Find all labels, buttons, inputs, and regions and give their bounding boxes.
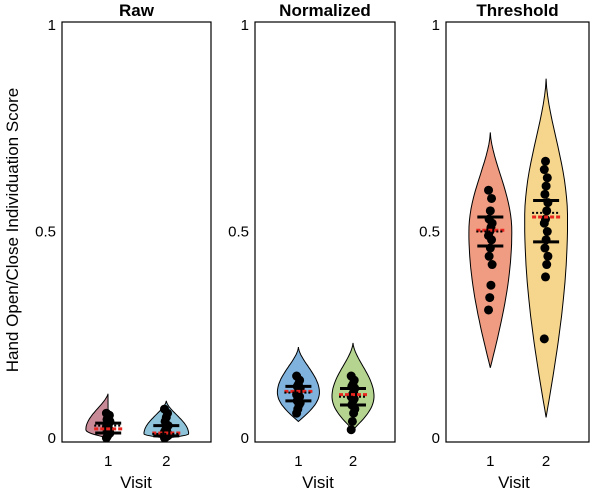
data-point (540, 243, 550, 253)
violin-group-1 (468, 132, 513, 368)
panel-threshold: Threshold 0 0.5 1 1 2 (419, 1, 590, 470)
data-point (543, 251, 553, 261)
y-tick-label: 0.5 (419, 224, 440, 241)
data-point (486, 280, 496, 290)
data-point (541, 181, 551, 191)
y-tick-label: 0 (48, 430, 56, 447)
data-point (484, 305, 494, 315)
x-axis-label-threshold: Visit (498, 473, 530, 492)
panel-normalized: Normalized 0 0.5 1 1 2 (228, 1, 396, 470)
data-point (101, 408, 111, 418)
x-tick-label: 2 (542, 453, 550, 470)
violin-group-1 (276, 347, 320, 423)
panels: Raw 0 0.5 1 1 2 Normalized 0 0.5 1 1 2 Threshold 0 0.5… (35, 1, 590, 470)
y-tick-label: 0 (432, 430, 440, 447)
panel-frame (445, 21, 590, 443)
x-tick-label: 1 (486, 453, 494, 470)
data-point (292, 371, 302, 381)
data-point (484, 251, 494, 261)
panel-title: Normalized (279, 1, 371, 20)
panel-frame (254, 21, 396, 443)
data-point (542, 260, 552, 270)
panel-raw: Raw 0 0.5 1 1 2 (35, 1, 212, 470)
data-point (539, 334, 549, 344)
data-point (541, 156, 550, 166)
panel-frame (61, 21, 212, 443)
data-point (485, 206, 495, 216)
data-point (487, 193, 497, 203)
data-point (539, 165, 549, 175)
y-tick-label: 0.5 (35, 224, 56, 241)
violin-group-2 (143, 400, 190, 443)
y-tick-label: 0 (241, 430, 249, 447)
panel-title: Raw (119, 1, 155, 20)
x-tick-label: 1 (294, 453, 302, 470)
y-tick-label: 0.5 (228, 224, 249, 241)
y-tick-label: 1 (48, 17, 56, 34)
data-point (485, 293, 495, 303)
data-point (540, 189, 550, 199)
data-point (541, 272, 550, 282)
x-tick-label: 2 (349, 453, 357, 470)
data-point (542, 173, 552, 183)
data-point (346, 371, 356, 381)
y-tick-label: 1 (432, 17, 440, 34)
data-point (484, 185, 494, 195)
x-tick-label: 1 (104, 453, 112, 470)
data-point (160, 404, 169, 414)
data-point (346, 425, 356, 435)
violin-group-1 (85, 393, 123, 443)
violin-group-2 (524, 78, 568, 418)
data-point (487, 260, 497, 270)
data-point (542, 206, 552, 216)
x-axis-label-raw: Visit (120, 473, 152, 492)
data-point (542, 227, 552, 236)
y-tick-label: 1 (241, 17, 249, 34)
y-axis-label: Hand Open/Close Individuation Score (3, 88, 22, 372)
x-tick-label: 2 (162, 453, 170, 470)
violin-group-2 (331, 342, 375, 435)
panel-title: Threshold (476, 1, 558, 20)
x-axis-label-normalized: Visit (302, 473, 334, 492)
data-point (347, 416, 357, 426)
